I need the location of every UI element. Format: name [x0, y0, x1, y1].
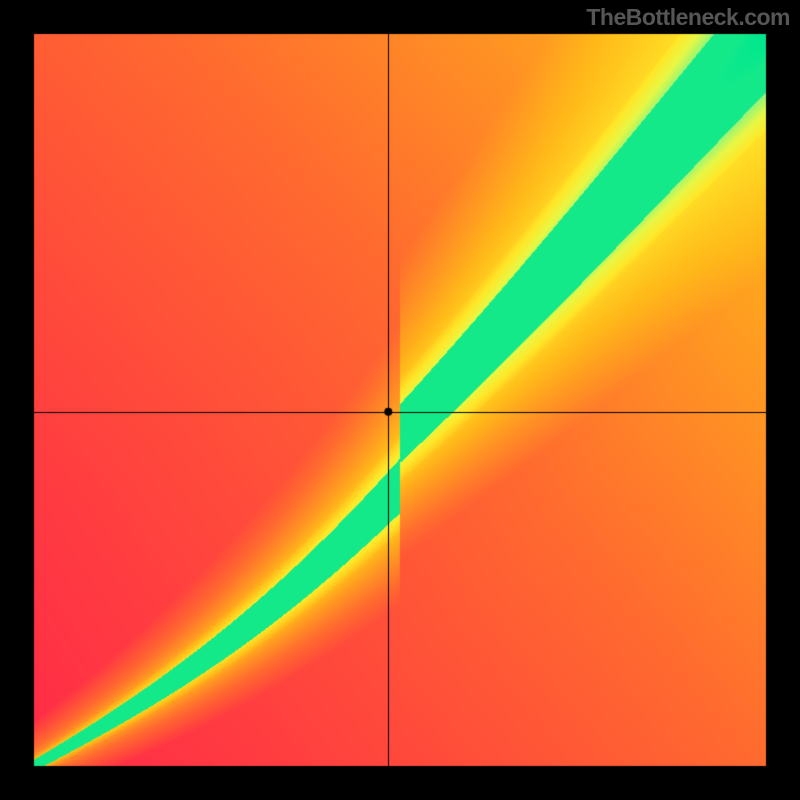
watermark-text: TheBottleneck.com: [586, 4, 790, 31]
heatmap-canvas: [0, 0, 800, 800]
chart-container: TheBottleneck.com: [0, 0, 800, 800]
